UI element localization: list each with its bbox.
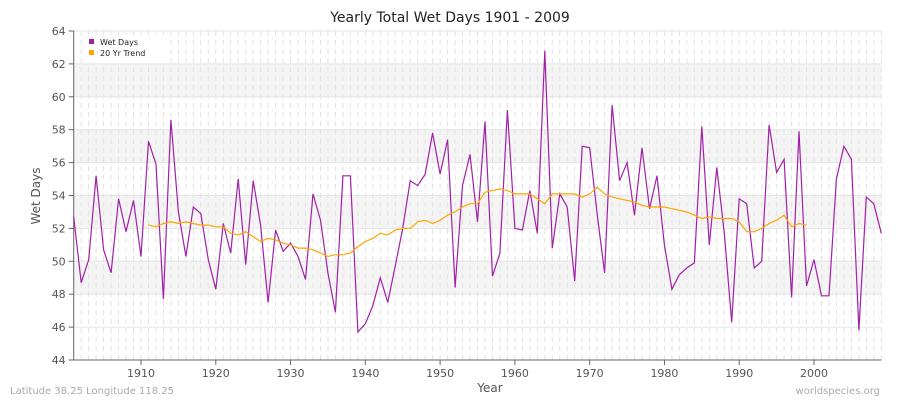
legend-box xyxy=(84,35,166,63)
x-tick-label: 1990 xyxy=(725,367,753,380)
legend: Wet Days 20 Yr Trend xyxy=(84,35,166,63)
y-tick-label: 56 xyxy=(52,157,66,170)
x-tick-label: 1960 xyxy=(501,367,529,380)
x-tick-label: 1940 xyxy=(351,367,379,380)
footer-location: Latitude 38.25 Longitude 118.25 xyxy=(10,386,174,397)
x-tick-label: 1920 xyxy=(202,367,230,380)
y-tick-label: 58 xyxy=(52,124,66,137)
x-tick-label: 1910 xyxy=(127,367,155,380)
y-tick-label: 46 xyxy=(52,321,66,334)
x-tick-label: 1980 xyxy=(650,367,678,380)
y-axis-label: Wet Days xyxy=(29,167,43,224)
y-tick-label: 44 xyxy=(52,354,66,367)
footer-source: worldspecies.org xyxy=(796,386,880,397)
plot-area: 44 46 48 50 52 54 56 58 60 62 64 1910 1920 1930 1940 19… xyxy=(52,25,882,380)
y-tick-label: 62 xyxy=(52,58,66,71)
x-axis-label: Year xyxy=(476,381,502,395)
wet-days-line xyxy=(73,50,882,334)
y-tick-label: 64 xyxy=(52,25,66,38)
x-tick-label: 2000 xyxy=(800,367,828,380)
trend-line xyxy=(148,186,807,258)
legend-swatch xyxy=(89,39,94,44)
y-tick-label: 50 xyxy=(52,255,66,268)
legend-label: Wet Days xyxy=(100,38,138,47)
x-tick-label: 1950 xyxy=(426,367,454,380)
y-tick-label: 52 xyxy=(52,222,66,235)
x-tick-label: 1930 xyxy=(277,367,305,380)
y-tick-label: 60 xyxy=(52,91,66,104)
y-tick-label: 54 xyxy=(52,190,66,203)
legend-label: 20 Yr Trend xyxy=(100,49,145,58)
y-tick-label: 48 xyxy=(52,288,66,301)
legend-swatch xyxy=(89,50,94,55)
chart-title: Yearly Total Wet Days 1901 - 2009 xyxy=(329,10,570,26)
x-tick-label: 1970 xyxy=(576,367,604,380)
